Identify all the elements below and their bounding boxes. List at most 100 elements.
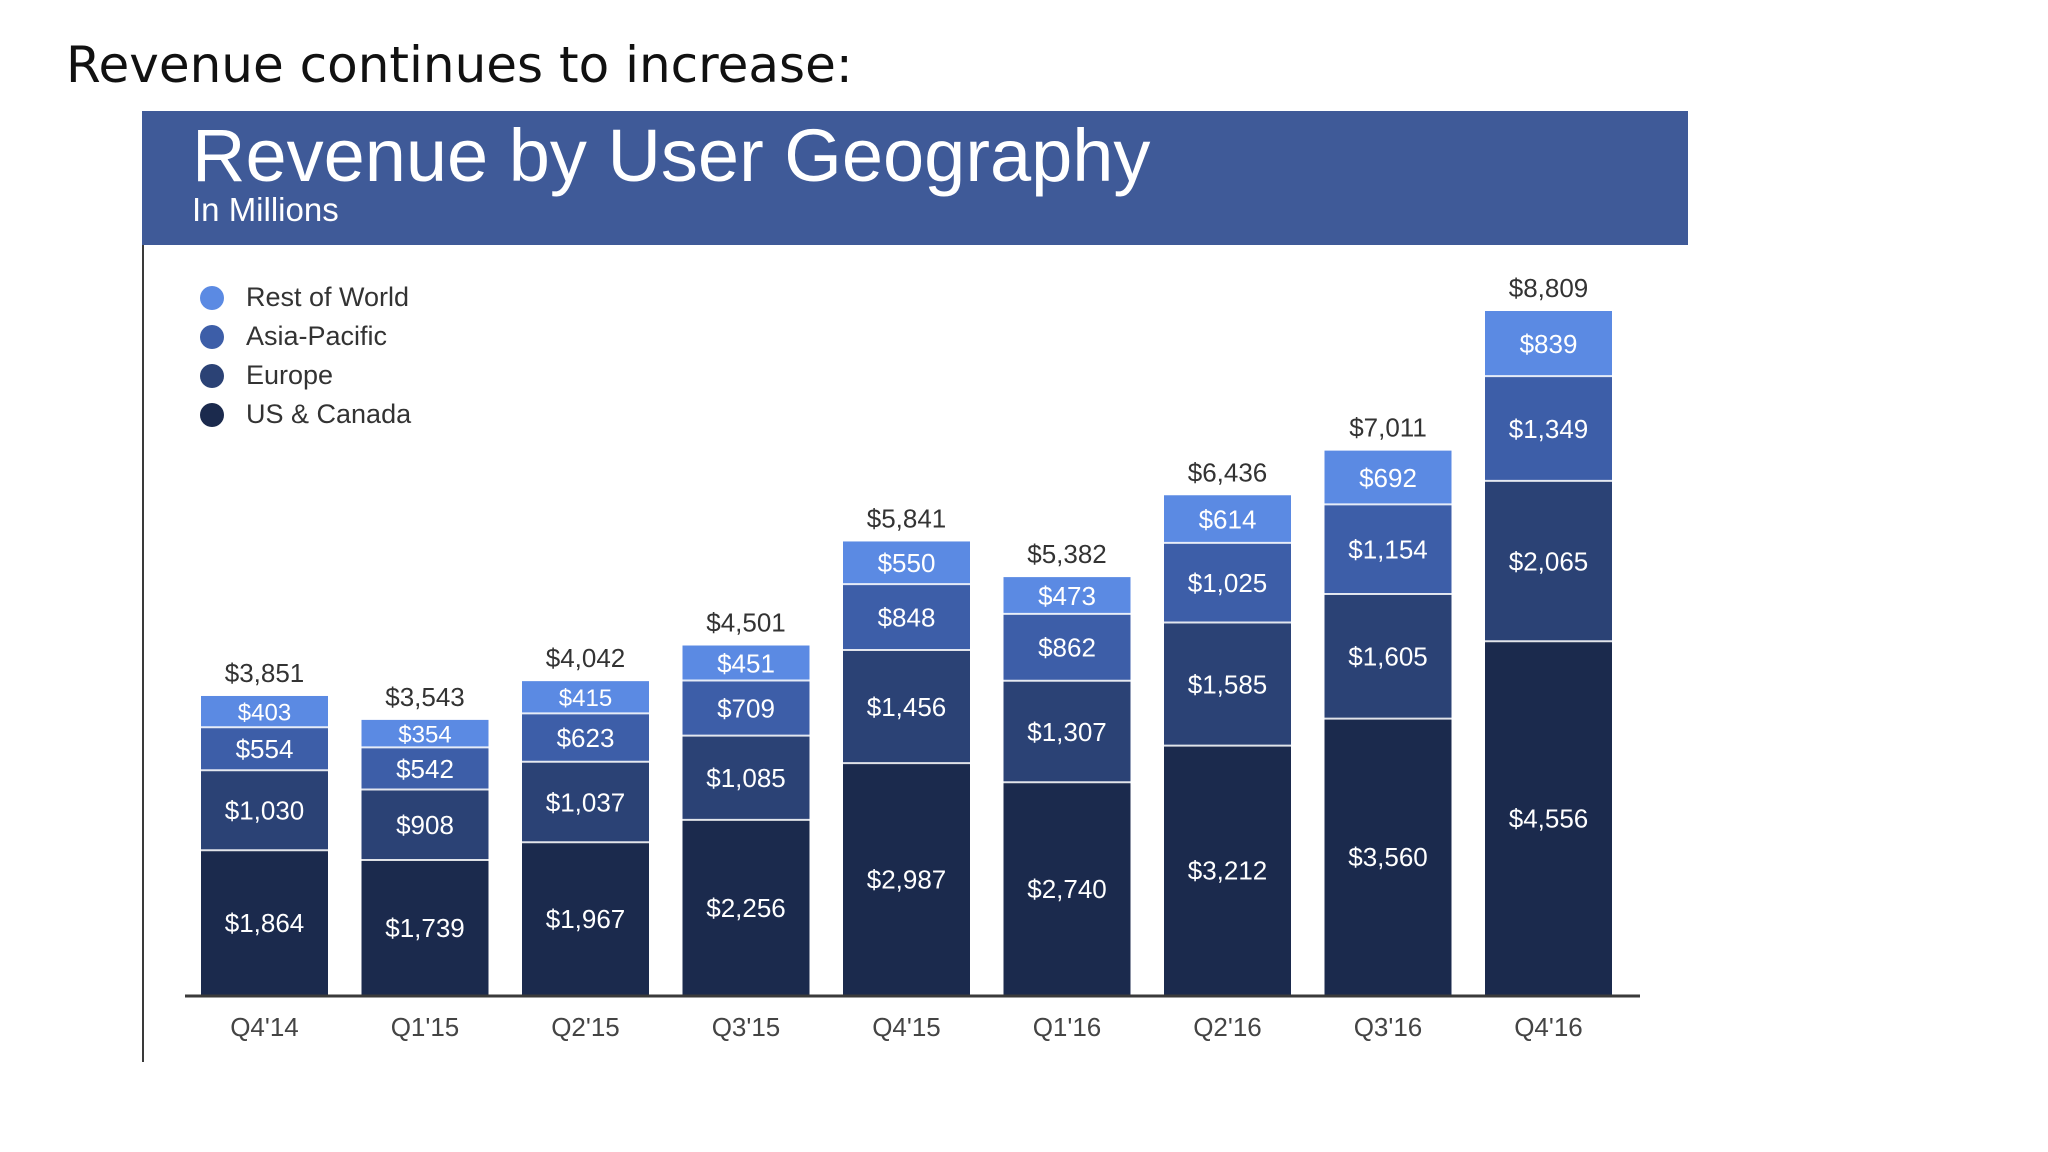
x-tick-label: Q3'15 <box>712 1012 781 1042</box>
data-label: $1,030 <box>225 796 305 826</box>
slide-heading: Revenue continues to increase: <box>66 36 853 94</box>
bar-segment-us-canada <box>361 859 489 995</box>
data-label: $3,212 <box>1188 856 1268 886</box>
data-label: $3,560 <box>1348 842 1428 872</box>
bar-segment-asia-pacific <box>1164 542 1291 623</box>
bar-segment-rest-of-world <box>522 681 649 714</box>
data-label: $4,556 <box>1509 803 1589 833</box>
data-label: $403 <box>238 699 291 726</box>
data-label: $354 <box>398 721 451 748</box>
x-tick-label: Q2'16 <box>1193 1012 1262 1042</box>
bar-segment-us-canada <box>201 850 328 995</box>
x-tick-label: Q3'16 <box>1354 1012 1423 1042</box>
bar-segment-europe <box>1324 593 1452 719</box>
legend-item-asia-pacific: Asia-Pacific <box>200 317 411 356</box>
data-label: $415 <box>559 685 612 712</box>
x-tick-label: Q2'15 <box>551 1012 620 1042</box>
data-label: $908 <box>396 810 454 840</box>
data-label: $862 <box>1038 633 1096 663</box>
x-tick-label: Q1'15 <box>391 1012 460 1042</box>
total-label: $5,841 <box>867 503 947 533</box>
legend-label: Asia-Pacific <box>246 321 388 351</box>
legend-label: US & Canada <box>246 399 412 429</box>
data-label: $1,864 <box>225 908 305 938</box>
x-tick-label: Q4'16 <box>1514 1012 1583 1042</box>
data-label: $2,065 <box>1509 546 1589 576</box>
bar-segment-asia-pacific <box>201 727 328 771</box>
x-tick-label: Q1'16 <box>1033 1012 1102 1042</box>
legend-label: Rest of World <box>246 282 410 312</box>
total-label: $6,436 <box>1188 457 1268 487</box>
data-label: $2,740 <box>1027 874 1107 904</box>
bar-segment-europe <box>201 770 328 851</box>
bar-segment-us-canada <box>522 842 649 995</box>
chart-legend: Rest of World Asia-Pacific Europe US & C… <box>200 278 411 434</box>
legend-item-us-canada: US & Canada <box>200 395 411 434</box>
data-label: $1,307 <box>1027 717 1107 747</box>
data-label: $1,025 <box>1188 568 1268 598</box>
bar-segment-asia-pacific <box>1485 376 1612 481</box>
legend-swatch-icon <box>200 402 224 427</box>
bar-segment-us-canada <box>1164 745 1291 995</box>
data-label: $550 <box>878 548 936 578</box>
data-label: $1,349 <box>1509 414 1589 444</box>
bar-segment-europe <box>1485 480 1612 642</box>
x-tick-label: Q4'14 <box>230 1012 299 1042</box>
total-label: $5,382 <box>1027 539 1107 569</box>
bar-segment-europe <box>361 789 489 860</box>
data-label: $1,154 <box>1348 535 1428 565</box>
bar-segment-rest-of-world <box>843 541 970 585</box>
bar-segment-us-canada <box>1485 641 1612 995</box>
bar-segment-us-canada <box>1003 782 1131 995</box>
bar-segment-europe <box>522 761 649 843</box>
data-label: $1,037 <box>546 787 626 817</box>
chart-header: Revenue by User Geography In Millions <box>142 111 1688 245</box>
data-label: $542 <box>396 754 454 784</box>
bar-segment-europe <box>682 735 810 820</box>
data-label: $623 <box>557 723 615 753</box>
bar-segment-us-canada <box>682 819 810 995</box>
data-label: $473 <box>1038 581 1096 611</box>
legend-item-europe: Europe <box>200 356 411 395</box>
bar-segment-rest-of-world <box>201 695 328 728</box>
total-label: $8,809 <box>1509 273 1589 303</box>
legend-item-rest-of-world: Rest of World <box>200 278 411 317</box>
bar-segment-rest-of-world <box>1324 450 1452 505</box>
bar-segment-asia-pacific <box>1003 613 1131 681</box>
bar-segment-asia-pacific <box>843 584 970 651</box>
total-label: $4,501 <box>706 608 786 638</box>
bar-segment-europe <box>1164 622 1291 746</box>
bar-segment-europe <box>1003 680 1131 783</box>
bar-segment-asia-pacific <box>682 680 810 736</box>
data-label: $709 <box>717 693 775 723</box>
data-label: $848 <box>878 602 936 632</box>
bar-segment-asia-pacific <box>522 713 649 762</box>
bar-segment-asia-pacific <box>361 747 489 790</box>
data-label: $1,967 <box>546 904 626 934</box>
bar-segment-asia-pacific <box>1324 504 1452 594</box>
bar-segment-rest-of-world <box>1485 311 1612 377</box>
data-label: $2,256 <box>706 893 786 923</box>
bar-segment-us-canada <box>1324 718 1452 995</box>
chart-frame <box>142 111 1688 1062</box>
chart-title: Revenue by User Geography <box>192 114 1151 197</box>
data-label: $692 <box>1359 463 1417 493</box>
data-label: $1,605 <box>1348 642 1428 672</box>
bar-segment-rest-of-world <box>682 645 810 681</box>
bar-segment-us-canada <box>843 763 970 995</box>
total-label: $4,042 <box>546 643 626 673</box>
total-label: $3,851 <box>225 658 305 688</box>
bar-segment-rest-of-world <box>361 719 489 748</box>
legend-swatch-icon <box>200 285 224 310</box>
data-label: $554 <box>236 734 294 764</box>
data-label: $1,456 <box>867 692 947 722</box>
bar-segment-rest-of-world <box>1164 495 1291 543</box>
bar-segment-europe <box>843 650 970 764</box>
data-label: $614 <box>1199 504 1257 534</box>
chart-subtitle: In Millions <box>192 191 339 228</box>
bar-segment-rest-of-world <box>1003 577 1131 614</box>
x-tick-label: Q4'15 <box>872 1012 941 1042</box>
legend-swatch-icon <box>200 363 224 388</box>
data-label: $451 <box>717 648 775 678</box>
